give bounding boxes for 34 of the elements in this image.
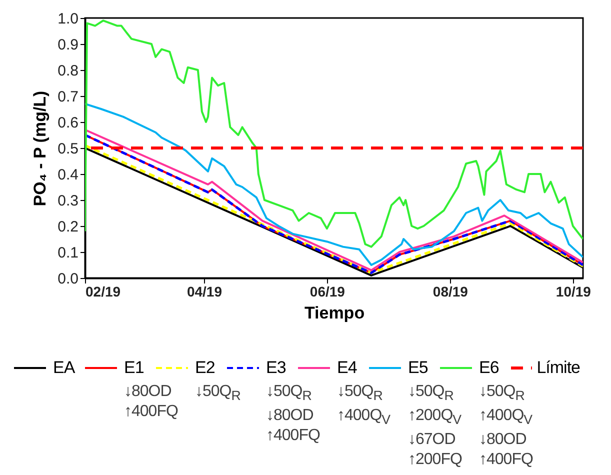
text: ↓80OD ↑400FQ <box>124 382 178 422</box>
y-tick-label: 0.7 <box>58 88 78 106</box>
x-tick-label: 04/19 <box>186 284 222 300</box>
text: ↓50Q$_{R}$ <box>195 382 240 406</box>
y-tick-label: 0.3 <box>58 192 78 210</box>
y-tick-label: 0.9 <box>58 36 78 54</box>
legend-label: E6 <box>479 358 499 378</box>
legend-label: E2 <box>195 358 215 378</box>
text: ↓50Q$_{R}$ ↓80OD ↑400FQ <box>266 382 320 446</box>
y-tick-label: 1.0 <box>58 10 78 28</box>
y-tick-label: 0.1 <box>58 244 78 262</box>
y-tick-label: 0.5 <box>58 140 78 158</box>
y-tick-label: 0.8 <box>58 62 78 80</box>
y-tick-label: 0.6 <box>58 114 78 132</box>
y-tick-label: 0.4 <box>58 166 78 184</box>
text: ↓50Q$_{R}$ ↑400Q$_{V}$ <box>337 382 390 430</box>
y-tick-label: 0.2 <box>58 218 78 236</box>
legend-label: E4 <box>337 358 357 378</box>
legend-label: EA <box>53 358 75 378</box>
x-tick-label: 10/19 <box>556 284 592 300</box>
text: ↓50Q$_{R}$ ↑400Q$_{V}$ ↓80OD ↑400FQ <box>479 382 533 470</box>
legend-label: E1 <box>124 358 144 378</box>
legend-label: Límite <box>536 358 580 378</box>
x-tick-label: 02/19 <box>86 284 121 300</box>
y-tick-label: 0.0 <box>58 270 78 288</box>
x-tick-label: 08/19 <box>432 284 468 300</box>
y-axis-title: PO₄ - P (mg/L) <box>30 90 50 206</box>
legend-label: E5 <box>408 358 428 378</box>
line-series <box>85 102 583 266</box>
legend-label: E3 <box>266 358 286 378</box>
x-axis-title: Tiempo <box>304 304 365 322</box>
text: ↓50Q$_{R}$ ↑200Q$_{V}$ ↓67OD ↑200FQ <box>408 382 462 470</box>
line-series <box>85 20 583 248</box>
x-tick-label: 06/19 <box>310 284 346 300</box>
